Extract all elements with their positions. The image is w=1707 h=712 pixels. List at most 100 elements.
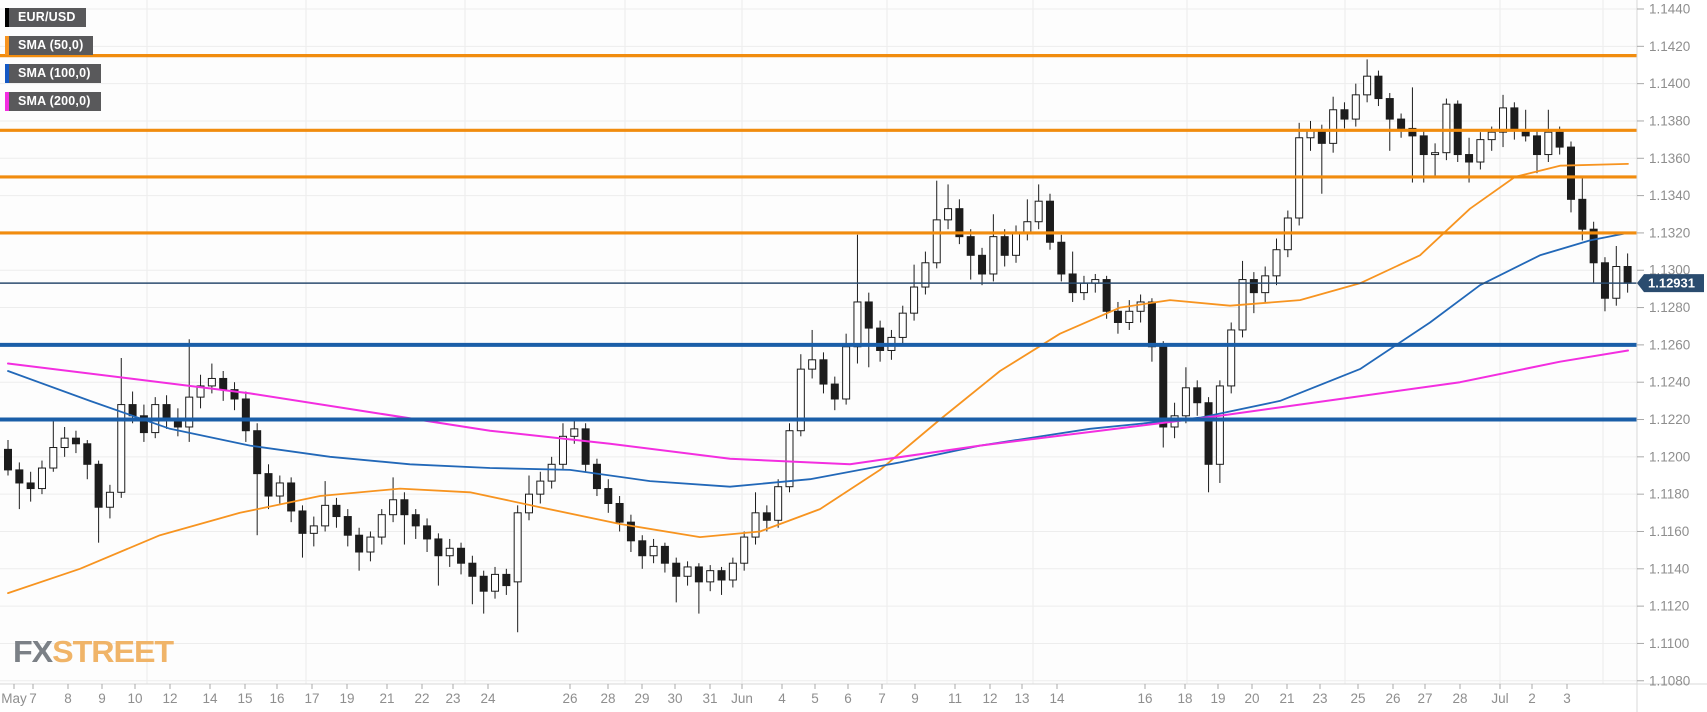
legend-item-sma-100-0-[interactable]: SMA (100,0) — [5, 64, 101, 83]
candle-up — [683, 566, 692, 577]
date-tick-label: 3 — [1563, 691, 1571, 706]
candle-up — [706, 570, 715, 583]
candle-down — [26, 482, 35, 490]
candle-up — [842, 346, 851, 400]
date-tick-label: 30 — [667, 691, 682, 706]
candle-up — [547, 463, 556, 482]
legend-swatch — [5, 36, 9, 55]
candle-down — [479, 575, 488, 592]
candle-down — [592, 463, 601, 490]
candle-up — [910, 286, 919, 314]
candle-down — [343, 516, 352, 536]
candle-down — [502, 573, 511, 587]
candle-up — [921, 262, 930, 288]
candle-down — [830, 383, 839, 400]
candle-down — [966, 236, 975, 256]
candle-up — [1363, 75, 1372, 96]
date-tick-label: 26 — [562, 691, 577, 706]
price-tick-label: 1.1120 — [1649, 599, 1689, 614]
price-tick-label: 1.1400 — [1649, 76, 1690, 91]
candle-up — [1023, 221, 1032, 234]
candle-up — [37, 467, 46, 490]
candle-down — [819, 359, 828, 385]
candle-down — [1589, 228, 1598, 264]
date-axis[interactable]: May 7 8 9 10 12 14 15 16 17 19 21 22 23 24 26 28 29 30 31 Ju… — [1, 684, 1571, 706]
candle-up — [513, 512, 522, 583]
candle-down — [468, 562, 477, 577]
candle-down — [864, 301, 873, 329]
candle-down — [694, 566, 703, 583]
price-tick-label: 1.1100 — [1649, 636, 1689, 651]
candle-down — [1578, 198, 1587, 230]
candle-up — [536, 480, 545, 495]
price-axis[interactable]: 1.1440 1.1420 1.1400 1.1380 1.1360 1.1340 1.13… — [1637, 2, 1690, 689]
candle-down — [1102, 279, 1111, 312]
candle-up — [740, 536, 749, 564]
price-tick-label: 1.1300 — [1649, 263, 1690, 278]
candle-down — [1623, 266, 1632, 284]
candle-up — [808, 359, 817, 370]
candle-down — [1113, 310, 1122, 323]
candle-up — [105, 491, 114, 508]
candle-down — [876, 327, 885, 351]
last-price-tag: 1.12931 — [1637, 274, 1704, 293]
fxstreet-logo: FXSTREET — [13, 634, 174, 670]
date-tick-label: 9 — [911, 691, 919, 706]
date-tick-label: 12 — [162, 691, 177, 706]
candle-down — [1419, 135, 1428, 156]
candle-up — [751, 512, 760, 538]
candle-up — [275, 482, 284, 497]
date-tick-label: 7 — [29, 691, 37, 706]
price-tick-label: 1.1080 — [1649, 673, 1690, 688]
candle-up — [989, 236, 998, 275]
legend-item-sma-200-0-[interactable]: SMA (200,0) — [5, 92, 101, 111]
sma100-line — [7, 231, 1629, 488]
price-tick-label: 1.1340 — [1649, 188, 1690, 203]
level-lines — [0, 54, 1637, 422]
candle-down — [1600, 262, 1609, 299]
candle-up — [117, 404, 126, 493]
candle-down — [1317, 129, 1326, 144]
price-tick-label: 1.1180 — [1649, 487, 1689, 502]
candle-down — [298, 510, 307, 534]
candle-down — [1340, 109, 1349, 120]
legend-item-sma-50-0-[interactable]: SMA (50,0) — [5, 36, 101, 55]
candle-down — [1193, 387, 1202, 404]
sma200-line — [7, 349, 1629, 466]
legend-swatch — [5, 92, 9, 111]
candle-down — [1204, 402, 1213, 465]
candle-up — [898, 312, 907, 338]
candle-up — [1227, 329, 1236, 387]
candle-down — [955, 208, 964, 238]
candle-down — [672, 562, 681, 577]
date-tick-label: 16 — [1137, 691, 1152, 706]
candle-down — [230, 389, 239, 400]
date-tick-label: 21 — [379, 691, 394, 706]
candle-down — [604, 488, 613, 504]
candle-down — [94, 463, 103, 508]
candle-down — [1397, 118, 1406, 129]
candle-up — [491, 573, 500, 592]
candle-up — [1329, 109, 1338, 144]
candle-down — [1000, 236, 1009, 256]
date-tick-label: 24 — [480, 691, 496, 706]
candle-down — [1159, 346, 1168, 428]
candle-down — [626, 521, 635, 542]
date-tick-label: 14 — [1049, 691, 1065, 706]
date-tick-label: 16 — [269, 691, 284, 706]
price-tick-label: 1.1280 — [1649, 300, 1690, 315]
candle-down — [355, 534, 364, 553]
date-tick-label: 23 — [1312, 691, 1327, 706]
candle-up — [1034, 200, 1043, 223]
date-tick-label: 12 — [982, 691, 997, 706]
candle-down — [1385, 98, 1394, 120]
candle-up — [1351, 94, 1360, 120]
legend-item-eur-usd[interactable]: EUR/USD — [5, 8, 101, 27]
candle-down — [15, 469, 24, 484]
candle-up — [389, 499, 398, 516]
candle-up — [774, 486, 783, 521]
candle-down — [434, 538, 443, 557]
candle-up — [1136, 301, 1145, 312]
